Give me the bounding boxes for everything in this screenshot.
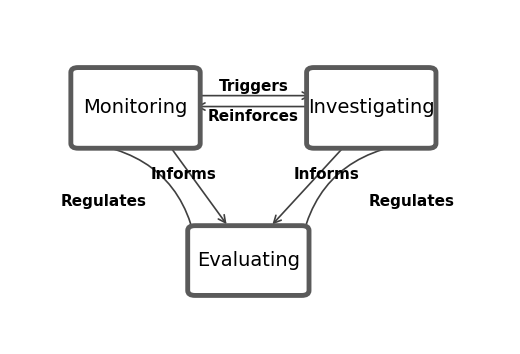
Text: Monitoring: Monitoring — [83, 98, 188, 118]
Text: Triggers: Triggers — [219, 79, 289, 93]
Text: Investigating: Investigating — [308, 98, 435, 118]
Text: Regulates: Regulates — [369, 194, 454, 210]
Text: Reinforces: Reinforces — [208, 109, 299, 124]
FancyBboxPatch shape — [307, 68, 436, 148]
FancyBboxPatch shape — [71, 68, 200, 148]
Text: Informs: Informs — [294, 167, 360, 182]
Text: Informs: Informs — [151, 167, 217, 182]
FancyBboxPatch shape — [188, 225, 309, 296]
Text: Regulates: Regulates — [60, 194, 146, 210]
Text: Evaluating: Evaluating — [197, 251, 300, 270]
